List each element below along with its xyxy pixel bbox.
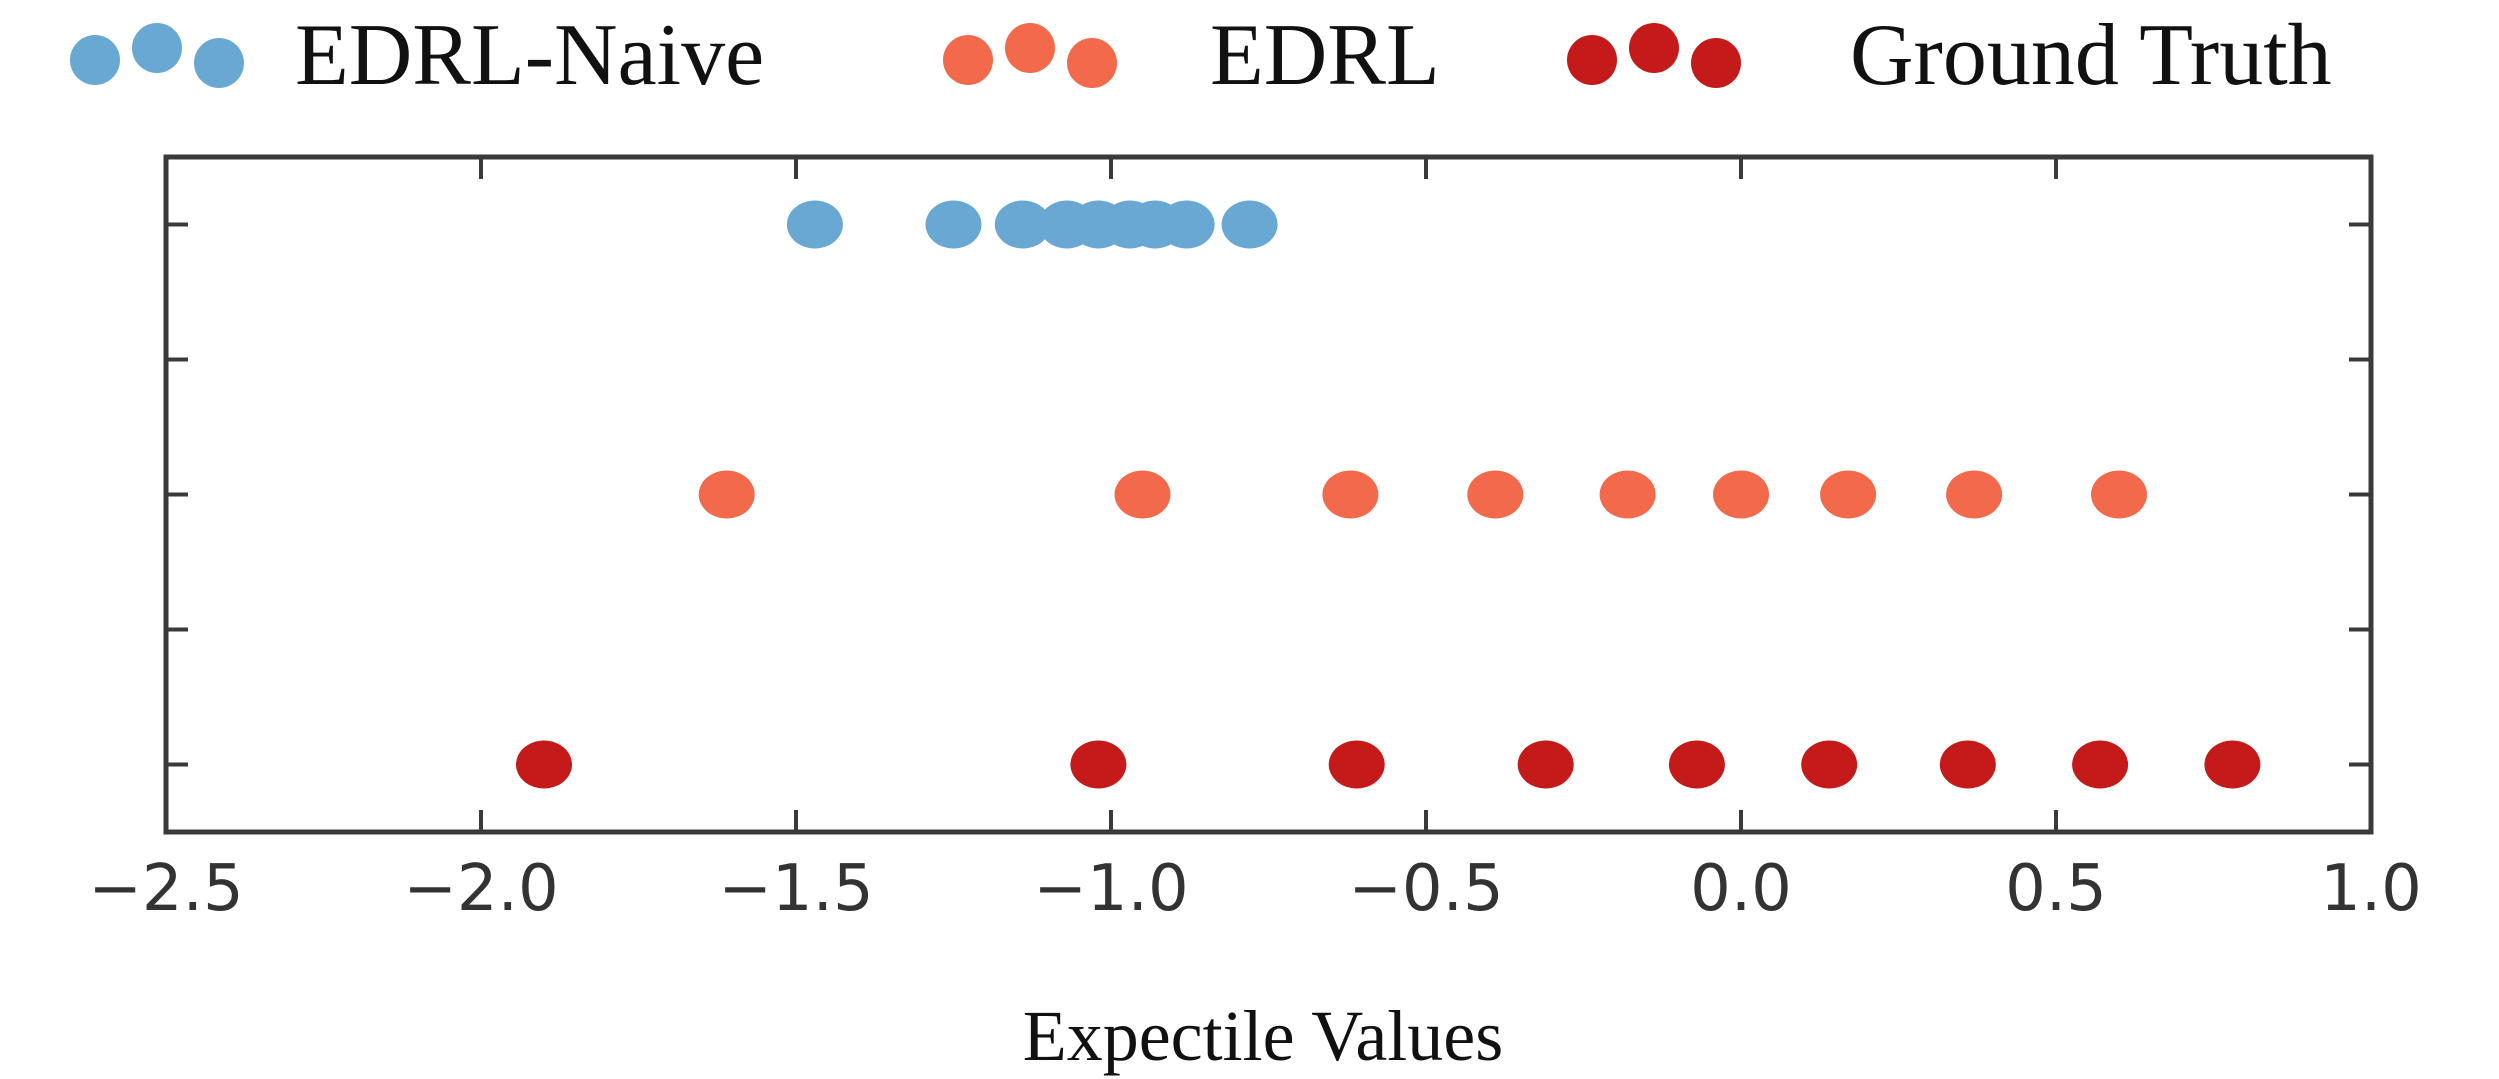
data-point bbox=[1328, 740, 1385, 789]
chart-legend: EDRL-Naive EDRL Ground Truth bbox=[70, 7, 2332, 104]
x-tick-label: 0.5 bbox=[2005, 852, 2107, 926]
data-point bbox=[925, 200, 982, 249]
axis-ticks bbox=[164, 157, 2373, 832]
series-edrl bbox=[698, 470, 2147, 519]
x-tick-label: −1.5 bbox=[718, 852, 873, 926]
legend-marker bbox=[1691, 38, 1741, 88]
data-point bbox=[786, 200, 843, 249]
plot-frame bbox=[163, 154, 2374, 835]
x-tick-label: 0.0 bbox=[1690, 852, 1792, 926]
x-axis-label: Expectile Values bbox=[1023, 996, 1504, 1076]
series-edrl-naive bbox=[786, 200, 1278, 249]
legend-item-edrl: EDRL bbox=[943, 7, 1440, 104]
data-point bbox=[2204, 740, 2261, 789]
data-point bbox=[1467, 470, 1524, 519]
data-point bbox=[1713, 470, 1769, 519]
legend-marker bbox=[1005, 23, 1055, 73]
data-point bbox=[1158, 200, 1215, 249]
data-points bbox=[516, 200, 2261, 789]
legend-label: EDRL bbox=[1210, 7, 1440, 104]
legend-label: Ground Truth bbox=[1850, 7, 2332, 104]
data-point bbox=[1322, 470, 1379, 519]
data-point bbox=[1668, 740, 1725, 789]
data-point bbox=[1070, 740, 1127, 789]
x-tick-label: −2.5 bbox=[88, 852, 243, 926]
x-tick-labels: −2.5 −2.0 −1.5 −1.0 −0.5 0.0 0.5 1.0 bbox=[88, 852, 2422, 926]
data-point bbox=[1517, 740, 1574, 789]
legend-item-ground-truth: Ground Truth bbox=[1567, 7, 2332, 104]
x-tick-label: −1.0 bbox=[1033, 852, 1188, 926]
data-point bbox=[1114, 470, 1171, 519]
data-point bbox=[1801, 740, 1858, 789]
data-point bbox=[516, 740, 572, 789]
data-point bbox=[1820, 470, 1877, 519]
data-point bbox=[698, 470, 755, 519]
legend-marker bbox=[943, 35, 993, 85]
x-tick-label: 1.0 bbox=[2320, 852, 2422, 926]
legend-marker bbox=[1067, 38, 1117, 88]
legend-marker bbox=[1567, 35, 1617, 85]
data-point bbox=[994, 200, 1051, 249]
data-point bbox=[1221, 200, 1278, 249]
data-point bbox=[2072, 740, 2129, 789]
legend-item-edrl-naive: EDRL-Naive bbox=[70, 7, 764, 104]
legend-marker bbox=[132, 23, 182, 73]
x-tick-label: −2.0 bbox=[403, 852, 558, 926]
legend-marker bbox=[194, 38, 244, 88]
x-tick-label: −0.5 bbox=[1348, 852, 1503, 926]
legend-marker bbox=[1629, 23, 1679, 73]
data-point bbox=[1599, 470, 1656, 519]
data-point bbox=[1939, 740, 1996, 789]
data-point bbox=[2091, 470, 2147, 519]
plot-area bbox=[163, 154, 2374, 835]
data-point bbox=[1946, 470, 2003, 519]
series-ground-truth bbox=[516, 740, 2261, 789]
legend-marker bbox=[70, 35, 120, 85]
legend-label: EDRL-Naive bbox=[295, 7, 764, 104]
